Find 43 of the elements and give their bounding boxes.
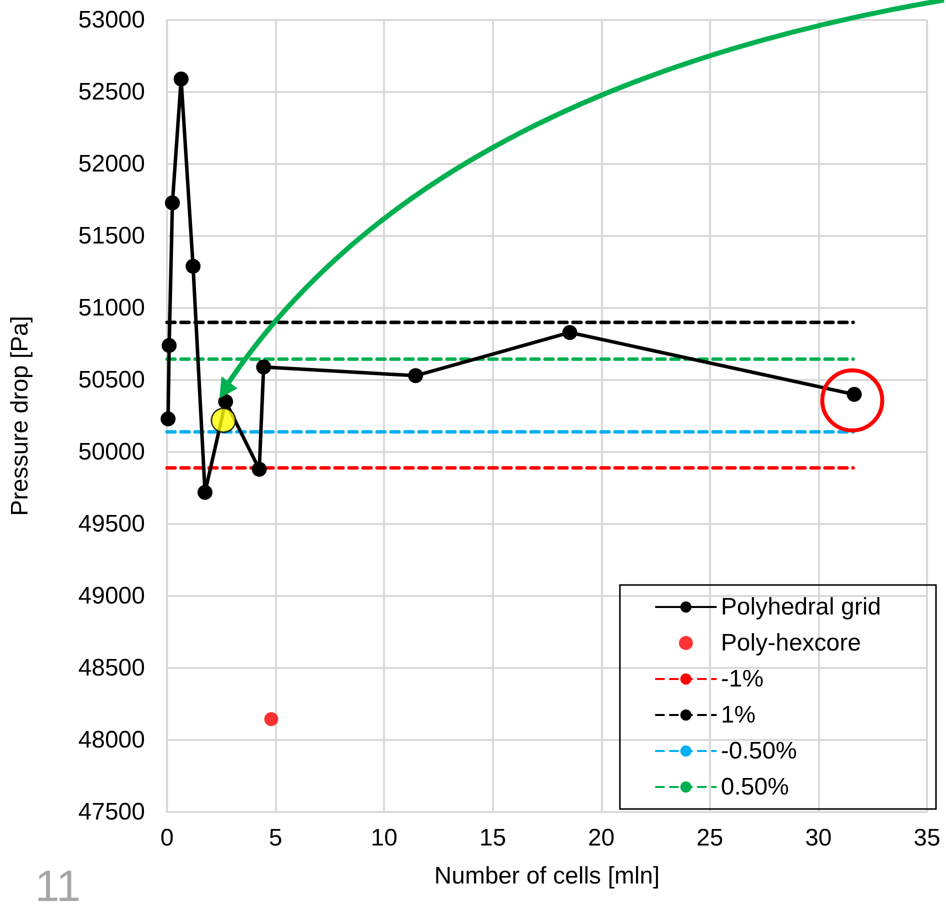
text: 11 bbox=[35, 862, 81, 912]
point bbox=[252, 462, 267, 477]
point bbox=[174, 72, 189, 87]
point bbox=[162, 338, 177, 353]
point bbox=[186, 258, 201, 274]
y-tick-label: 51500 bbox=[78, 222, 145, 250]
x-tick-label: 15 bbox=[479, 824, 506, 852]
x-tick-label: 0 bbox=[160, 824, 174, 852]
y-tick-label: 49000 bbox=[78, 582, 145, 610]
x-tick-label: 35 bbox=[914, 824, 940, 852]
point bbox=[408, 368, 424, 384]
x-tick-label: 5 bbox=[268, 824, 282, 852]
y-tick-label: 52500 bbox=[78, 78, 145, 106]
y-tick-label: 47500 bbox=[78, 798, 145, 826]
y-tick-label: 51000 bbox=[78, 294, 145, 322]
point bbox=[562, 324, 578, 340]
legend-label: -1% bbox=[720, 666, 764, 692]
point bbox=[198, 484, 212, 500]
legend-label: -0.50% bbox=[720, 738, 797, 764]
y-tick-label: 52000 bbox=[78, 150, 145, 178]
y-tick-label: 53000 bbox=[78, 6, 145, 34]
point bbox=[218, 394, 234, 410]
x-axis-title: Number of cells [mln] bbox=[434, 862, 660, 890]
y-tick-label: 49500 bbox=[78, 510, 145, 538]
point bbox=[264, 712, 278, 726]
y-tick-label: 50500 bbox=[78, 366, 145, 394]
point bbox=[210, 408, 236, 434]
point bbox=[164, 195, 180, 210]
point bbox=[160, 411, 176, 426]
x-tick-label: 20 bbox=[588, 824, 615, 852]
y-tick-label: 48500 bbox=[78, 654, 145, 682]
x-tick-label: 25 bbox=[696, 824, 724, 852]
x-tick-label: 30 bbox=[805, 824, 832, 852]
point bbox=[256, 360, 272, 375]
legend-label: Polyhedral grid bbox=[720, 594, 882, 620]
legend-label: Poly-hexcore bbox=[720, 630, 861, 656]
y-tick-label: 48000 bbox=[78, 726, 145, 754]
legend-label: 0.50% bbox=[720, 774, 789, 800]
legend-label: 1% bbox=[720, 702, 756, 728]
point bbox=[846, 386, 862, 402]
y-axis-title: Pressure drop [Pa] bbox=[6, 316, 34, 516]
x-tick-label: 10 bbox=[370, 824, 398, 852]
y-tick-label: 50000 bbox=[78, 438, 145, 466]
